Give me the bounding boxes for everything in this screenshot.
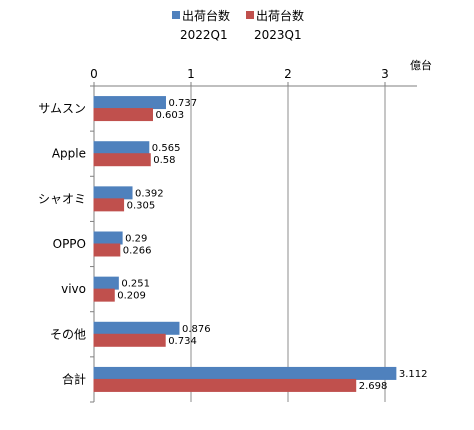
bar-1-4 <box>93 288 115 302</box>
data-label-0-6: 3.112 <box>399 369 428 380</box>
bar-1-5 <box>93 333 166 347</box>
bar-1-1 <box>93 153 151 167</box>
data-label-1-4: 0.209 <box>117 291 146 302</box>
data-label-1-0: 0.603 <box>155 110 184 121</box>
legend-label-2022q1-line1: 出荷台数 <box>182 8 230 23</box>
y-category-label-3: OPPO <box>53 237 86 251</box>
axis-unit-label: 億台 <box>410 58 432 72</box>
bar-0-2 <box>93 186 133 200</box>
data-label-0-2: 0.392 <box>135 188 164 199</box>
y-category-label-6: 合計 <box>62 371 86 386</box>
x-tick-label-0: 0 <box>90 67 98 81</box>
bar-1-2 <box>93 198 125 212</box>
data-label-0-0: 0.737 <box>168 98 197 109</box>
bar-0-1 <box>93 141 150 155</box>
y-category-label-4: vivo <box>61 282 86 296</box>
bar-1-3 <box>93 243 121 257</box>
bar-0-6 <box>93 366 397 380</box>
x-tick-label-2: 2 <box>284 67 292 81</box>
x-tick-label-3: 3 <box>381 67 389 81</box>
y-category-label-0: サムスン <box>38 102 86 116</box>
bar-1-6 <box>93 378 357 392</box>
data-label-1-2: 0.305 <box>127 200 156 211</box>
data-label-0-4: 0.251 <box>121 279 150 290</box>
y-category-label-1: Apple <box>52 147 86 161</box>
data-label-1-6: 2.698 <box>359 381 388 392</box>
data-label-0-5: 0.876 <box>182 324 211 335</box>
bar-0-5 <box>93 321 180 335</box>
legend-label-2022q1-line2: 2022Q1 <box>180 28 228 42</box>
bar-0-3 <box>93 231 123 245</box>
legend-label-2023q1-line1: 出荷台数 <box>256 8 304 23</box>
legend-swatch-2023q1 <box>246 11 254 19</box>
y-category-label-5: その他 <box>50 327 86 341</box>
bar-0-0 <box>93 96 166 110</box>
data-label-1-1: 0.58 <box>153 155 175 166</box>
bar-0-4 <box>93 276 119 290</box>
bar-1-0 <box>93 108 153 122</box>
y-category-label-2: シャオミ <box>38 192 86 206</box>
data-label-1-3: 0.266 <box>123 246 152 257</box>
data-label-1-5: 0.734 <box>168 336 197 347</box>
x-tick-label-1: 1 <box>187 67 195 81</box>
legend: 出荷台数 2022Q1 出荷台数 2023Q1 <box>172 8 304 42</box>
legend-swatch-2022q1 <box>172 11 180 19</box>
legend-label-2023q1-line2: 2023Q1 <box>254 28 302 42</box>
data-label-0-1: 0.565 <box>152 143 181 154</box>
data-label-0-3: 0.29 <box>125 234 147 245</box>
